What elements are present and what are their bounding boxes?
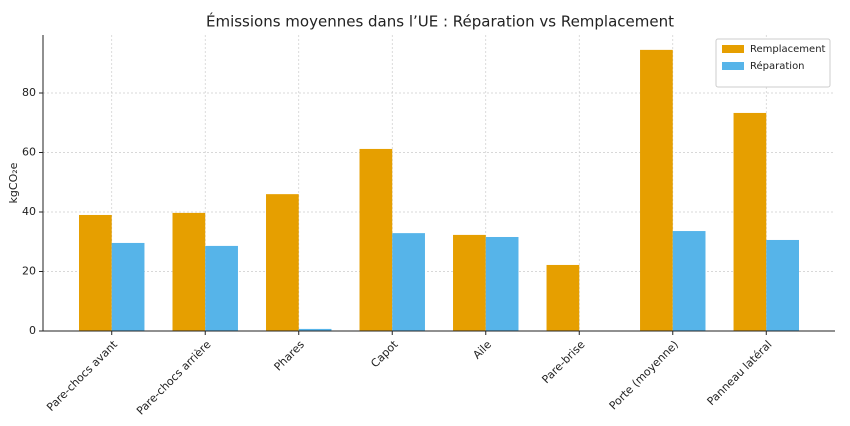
bar bbox=[485, 236, 519, 331]
bar bbox=[79, 214, 112, 331]
y-axis-label: kgCO₂e bbox=[7, 162, 20, 203]
bar bbox=[359, 148, 393, 331]
bar bbox=[672, 231, 706, 331]
y-tick-label: 0 bbox=[29, 324, 36, 337]
bar bbox=[392, 233, 425, 331]
chart-title: Émissions moyennes dans l’UE : Réparatio… bbox=[206, 12, 674, 31]
bar bbox=[266, 194, 299, 331]
legend-label: Réparation bbox=[750, 60, 805, 72]
x-tick-label: Porte (moyenne) bbox=[607, 338, 681, 412]
x-tick-label: Pare-chocs avant bbox=[44, 338, 120, 414]
bar bbox=[733, 112, 767, 331]
y-tick-label: 80 bbox=[22, 86, 36, 99]
legend-swatch bbox=[722, 62, 744, 70]
bar bbox=[766, 239, 799, 331]
x-tick-label: Phares bbox=[272, 338, 308, 374]
y-tick-label: 60 bbox=[22, 146, 36, 159]
bar bbox=[546, 264, 580, 331]
bar bbox=[453, 234, 486, 331]
x-tick-label: Pare-brise bbox=[539, 338, 587, 386]
x-tick-label: Aile bbox=[470, 338, 494, 362]
y-tick-label: 40 bbox=[22, 205, 36, 218]
x-tick-label: Capot bbox=[368, 338, 401, 371]
bar bbox=[111, 242, 145, 331]
legend-label: Remplacement bbox=[750, 44, 826, 55]
bar bbox=[640, 49, 673, 332]
bar bbox=[205, 245, 238, 331]
x-tick-label: Pare-chocs arrière bbox=[134, 338, 214, 418]
y-tick-label: 20 bbox=[22, 265, 36, 278]
legend-box bbox=[715, 38, 831, 88]
bar bbox=[298, 328, 332, 331]
bar bbox=[172, 212, 206, 331]
legend-swatch bbox=[722, 45, 744, 53]
x-tick-label: Panneau latéral bbox=[705, 338, 775, 408]
